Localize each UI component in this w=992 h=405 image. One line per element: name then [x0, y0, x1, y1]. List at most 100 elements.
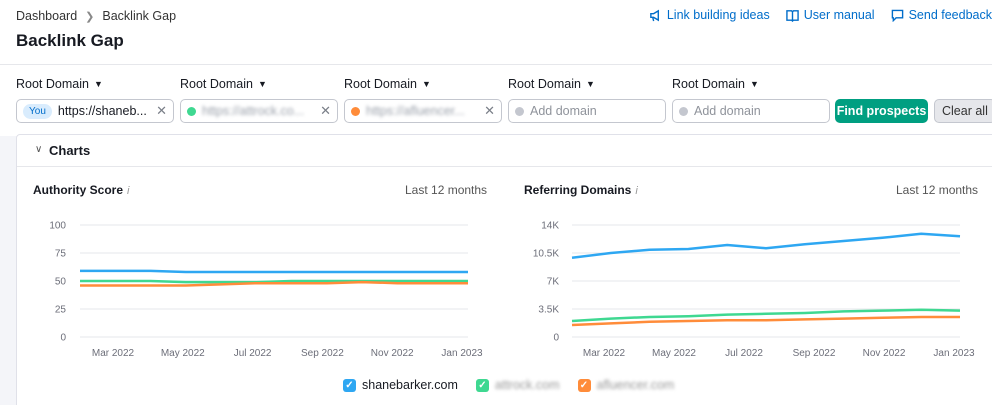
authority-score-period: Last 12 months [405, 183, 488, 197]
root-domain-label: Root Domain [16, 77, 89, 91]
breadcrumb: Dashboard ❯ Backlink Gap [16, 9, 176, 23]
page-title: Backlink Gap [16, 31, 124, 50]
chart-title-text: Referring Domains [524, 183, 632, 197]
top-bar: Dashboard ❯ Backlink Gap Backlink Gap Li… [0, 0, 992, 64]
info-icon[interactable]: i [127, 185, 130, 197]
y-tick-label: 50 [55, 277, 67, 288]
domain-value: https://attrock.co... [202, 104, 305, 118]
link-building-ideas-label: Link building ideas [666, 8, 770, 22]
x-tick-label: Nov 2022 [863, 348, 906, 359]
add-domain-placeholder: Add domain [530, 104, 597, 118]
series-line [80, 279, 468, 284]
megaphone-icon [650, 9, 659, 21]
breadcrumb-dashboard[interactable]: Dashboard [16, 9, 78, 23]
x-tick-label: Jul 2022 [234, 348, 272, 359]
chevron-down-icon: ▼ [257, 79, 267, 89]
domain-input-empty-2[interactable]: Add domain [672, 99, 830, 123]
y-tick-label: 25 [55, 305, 67, 316]
x-tick-label: Sep 2022 [301, 348, 344, 359]
legend-item[interactable]: ✓ attrock.com [475, 378, 560, 392]
charts-section-header[interactable]: ∨ Charts [17, 135, 992, 167]
user-manual-label: User manual [803, 8, 875, 22]
close-icon[interactable]: ✕ [484, 103, 495, 118]
authority-score-title: Authority Score i [33, 183, 129, 197]
series-color-dot [679, 106, 688, 116]
domain-input-empty-1[interactable]: Add domain [508, 99, 666, 123]
charts-panel: ∨ Charts [16, 134, 992, 405]
y-tick-label: 3.5K [538, 305, 559, 316]
root-domain-dropdown-4[interactable]: Root Domain ▼ [508, 77, 595, 91]
series-color-dot [515, 106, 524, 116]
legend-item[interactable]: ✓ shanebarker.com [343, 378, 458, 392]
chart-title-text: Authority Score [33, 183, 124, 197]
send-feedback-link[interactable]: Send feedback [891, 8, 992, 22]
x-tick-label: Jan 2023 [441, 348, 483, 359]
legend-label: attrock.com [494, 378, 560, 392]
series-line [571, 308, 961, 323]
domain-value: https://shaneb... [57, 104, 147, 118]
y-tick-label: 0 [60, 333, 66, 344]
y-tick-label: 7K [547, 277, 560, 288]
referring-domains-title: Referring Domains i [524, 183, 638, 197]
series-color-dot [351, 106, 360, 116]
x-tick-label: May 2022 [652, 348, 696, 359]
x-tick-label: Mar 2022 [92, 348, 135, 359]
y-tick-label: 0 [553, 333, 559, 344]
checkbox-icon[interactable]: ✓ [577, 378, 591, 392]
close-icon[interactable]: ✕ [320, 103, 331, 118]
chevron-down-icon: ▼ [749, 79, 759, 89]
y-tick-label: 75 [55, 249, 67, 260]
domain-value: https://afluencer... [366, 104, 465, 118]
y-tick-label: 14K [541, 221, 559, 232]
checkbox-icon[interactable]: ✓ [343, 378, 356, 392]
charts-section-title: Charts [49, 143, 91, 158]
chevron-down-icon: ∨ [35, 144, 43, 155]
root-domain-dropdown-5[interactable]: Root Domain ▼ [672, 77, 759, 91]
breadcrumb-current: Backlink Gap [102, 9, 177, 23]
legend-item[interactable]: ✓ afluencer.com [577, 378, 674, 392]
domain-input-competitor-2[interactable]: https://afluencer... ✕ [344, 99, 502, 123]
x-tick-label: Jul 2022 [725, 348, 763, 359]
chat-icon [891, 9, 903, 22]
y-tick-label: 100 [49, 221, 66, 232]
domain-input-competitor-1[interactable]: https://attrock.co... ✕ [180, 99, 338, 123]
send-feedback-label: Send feedback [908, 8, 992, 22]
series-line [571, 232, 961, 260]
series-line [80, 280, 468, 287]
referring-domains-period: Last 12 months [896, 183, 979, 197]
root-domain-label: Root Domain [672, 77, 745, 91]
referring-domains-chart: 0 3.5K 7K 10.5K 14K Mar 2022 May 2022 Jul 2022 S… [533, 221, 975, 360]
checkbox-icon[interactable]: ✓ [475, 378, 489, 392]
x-tick-label: Nov 2022 [371, 348, 414, 359]
y-tick-label: 10.5K [533, 249, 559, 260]
close-icon[interactable]: ✕ [156, 103, 167, 118]
link-building-ideas-link[interactable]: Link building ideas [649, 8, 770, 22]
root-domain-label: Root Domain [344, 77, 417, 91]
series-line [80, 269, 468, 274]
root-domain-label: Root Domain [508, 77, 581, 91]
x-tick-label: Sep 2022 [793, 348, 836, 359]
domain-filters: Root Domain ▼ Root Domain ▼ Root Domain ▼ R… [0, 64, 992, 136]
chevron-down-icon: ▼ [93, 79, 103, 89]
authority-score-chart: 0 25 50 75 100 Mar 2022 May 2022 Jul 2022 Sep 20… [49, 221, 483, 360]
user-manual-link[interactable]: User manual [785, 8, 875, 22]
chevron-down-icon: ▼ [421, 79, 431, 89]
clear-all-button[interactable]: Clear all [934, 99, 992, 123]
series-color-dot [187, 106, 196, 116]
series-line [571, 315, 960, 327]
root-domain-dropdown-2[interactable]: Root Domain ▼ [180, 77, 267, 91]
domain-input-you[interactable]: You https://shaneb... ✕ [16, 99, 174, 123]
legend-label: shanebarker.com [362, 378, 458, 392]
find-prospects-button[interactable]: Find prospects [835, 99, 928, 123]
you-badge: You [23, 103, 52, 119]
x-tick-label: Mar 2022 [583, 348, 626, 359]
root-domain-dropdown-3[interactable]: Root Domain ▼ [344, 77, 431, 91]
x-tick-label: Jan 2023 [933, 348, 975, 359]
root-domain-label: Root Domain [180, 77, 253, 91]
root-domain-dropdown-1[interactable]: Root Domain ▼ [16, 77, 103, 91]
chevron-down-icon: ▼ [585, 79, 595, 89]
chevron-right-icon: ❯ [85, 10, 95, 23]
info-icon[interactable]: i [635, 185, 638, 197]
add-domain-placeholder: Add domain [694, 104, 761, 118]
book-icon [785, 9, 799, 22]
